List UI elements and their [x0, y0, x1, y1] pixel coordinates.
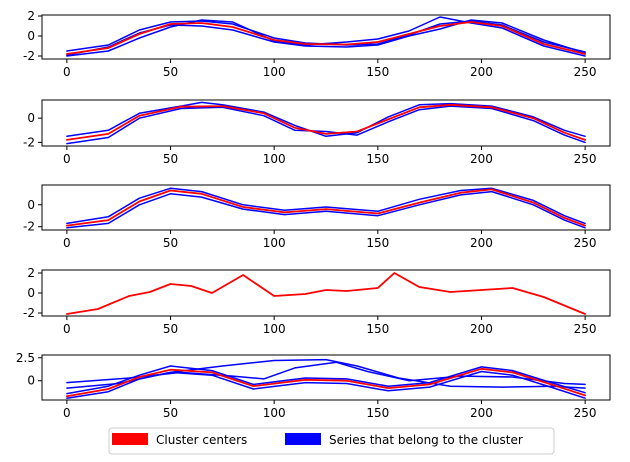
y-tick-label: 2 [27, 266, 35, 280]
y-tick-label: -2 [23, 306, 35, 320]
x-tick-label: 0 [63, 406, 71, 420]
cluster-center-line [66, 188, 586, 227]
y-tick-label: -2 [23, 220, 35, 234]
legend-swatch-cluster-centers [112, 433, 148, 445]
axes-frame-5 [41, 354, 611, 401]
legend-frame [108, 427, 555, 455]
member-series-line-1 [66, 187, 586, 225]
member-series-line-1 [66, 101, 586, 138]
y-tick-label: 2.5 [16, 351, 35, 365]
cluster-center-line [66, 21, 586, 55]
subplot-1: 0 50 100 150 200 250 -2 0 2 [23, 9, 611, 79]
x-tick-label: 250 [574, 65, 597, 79]
x-tick-label: 50 [163, 65, 178, 79]
x-tick-label: 100 [263, 236, 286, 250]
legend-label-series-members: Series that belong to the cluster [329, 433, 523, 447]
x-tick-label: 50 [163, 406, 178, 420]
cluster-center-line [66, 367, 586, 398]
subplot-3-lines [66, 187, 586, 229]
x-tick-label: 0 [63, 152, 71, 166]
subplot-2: 0 50 100 150 200 250 -2 0 [23, 99, 611, 166]
x-tick-label: 100 [263, 322, 286, 336]
x-tick-label: 200 [470, 236, 493, 250]
x-tick-label: 150 [366, 322, 389, 336]
axes-frame-2 [41, 99, 611, 147]
subplot-4: 0 50 100 150 200 250 -2 0 2 [23, 266, 611, 336]
subplot-5: 0 50 100 150 200 250 0 2.5 [16, 351, 611, 420]
subplot-5-lines [66, 358, 586, 399]
axes-frame-4 [41, 269, 611, 317]
x-tick-label: 50 [163, 322, 178, 336]
y-tick-label: 0 [27, 374, 35, 388]
legend-swatch-series-members [285, 433, 321, 445]
y-tick-label: 0 [27, 29, 35, 43]
x-tick-label: 150 [366, 406, 389, 420]
x-tick-label: 150 [366, 152, 389, 166]
y-tick-label: -2 [23, 49, 35, 63]
member-series-line-2 [66, 16, 586, 57]
x-tick-label: 0 [63, 236, 71, 250]
y-tick-label: 0 [27, 111, 35, 125]
x-tick-label: 250 [574, 322, 597, 336]
x-tick-label: 100 [263, 406, 286, 420]
x-tick-label: 200 [470, 406, 493, 420]
x-tick-label: 100 [263, 152, 286, 166]
x-tick-label: 0 [63, 322, 71, 336]
x-tick-label: 200 [470, 322, 493, 336]
x-tick-label: 50 [163, 236, 178, 250]
cluster-center-line [66, 103, 586, 141]
member-series-line-4 [66, 361, 586, 386]
x-tick-label: 100 [263, 65, 286, 79]
y-tick-label: 0 [27, 286, 35, 300]
cluster-center-line [66, 272, 586, 315]
y-tick-label: 0 [27, 198, 35, 212]
x-tick-label: 50 [163, 152, 178, 166]
x-tick-label: 250 [574, 406, 597, 420]
subplot-2-lines [66, 101, 586, 145]
x-tick-label: 250 [574, 152, 597, 166]
subplot-3: 0 50 100 150 200 250 -2 0 [23, 184, 611, 250]
member-series-line-2 [66, 190, 586, 229]
x-tick-label: 200 [470, 152, 493, 166]
y-tick-label: 2 [27, 9, 35, 23]
subplot-4-lines [66, 272, 586, 315]
y-tick-label: -2 [23, 135, 35, 149]
x-tick-label: 150 [366, 65, 389, 79]
subplot-1-lines [66, 16, 586, 57]
axes-frame-3 [41, 184, 611, 231]
member-series-line-3 [66, 370, 586, 399]
member-series-line-2 [66, 365, 586, 395]
x-tick-label: 150 [366, 236, 389, 250]
legend: Cluster centers Series that belong to th… [108, 427, 555, 455]
x-tick-label: 0 [63, 65, 71, 79]
x-tick-label: 200 [470, 65, 493, 79]
axes-frame-1 [41, 14, 611, 60]
legend-label-cluster-centers: Cluster centers [156, 433, 247, 447]
member-series-line-3 [66, 19, 586, 56]
x-tick-label: 250 [574, 236, 597, 250]
